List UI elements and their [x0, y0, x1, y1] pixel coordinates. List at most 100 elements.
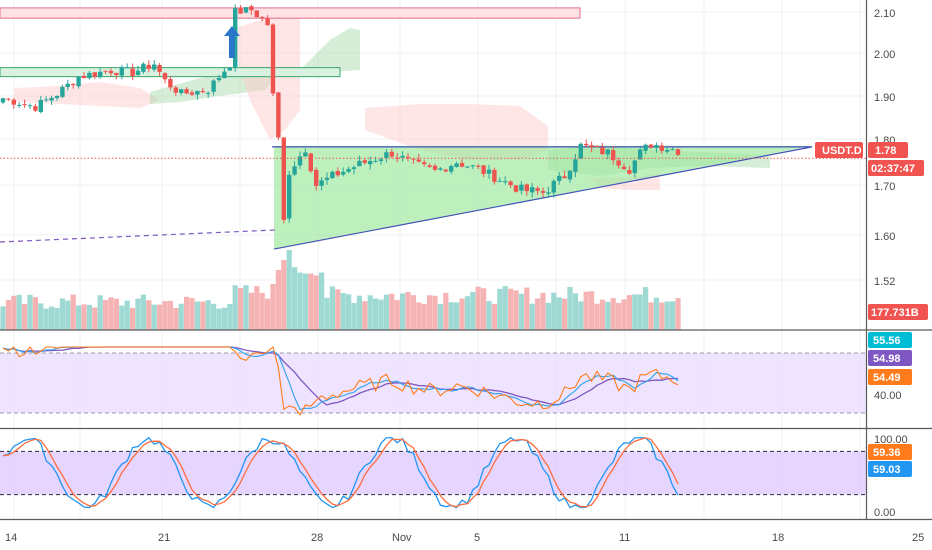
volume-bar: [97, 295, 103, 330]
candle-body: [616, 160, 621, 166]
candle-body: [60, 86, 65, 97]
volume-bar: [346, 294, 352, 330]
volume-bar: [324, 297, 330, 330]
volume-bar: [292, 267, 298, 330]
volume-bar: [5, 299, 11, 330]
candle-body: [432, 165, 438, 170]
volume-bar: [259, 292, 265, 330]
volume-bar: [491, 303, 497, 330]
candle: [227, 67, 232, 71]
candle-body: [665, 149, 670, 152]
rsi-line: [2, 346, 679, 416]
rsi-badge-ma: 54.98: [868, 350, 912, 366]
candle-body: [454, 163, 459, 167]
volume-bar: [675, 298, 681, 330]
candle: [351, 165, 357, 175]
volume-bar: [643, 287, 649, 330]
zones: [0, 7, 813, 250]
price-tick: 1.52: [874, 276, 895, 288]
candle: [270, 23, 276, 96]
volume-bar: [459, 298, 465, 330]
candle: [384, 149, 389, 163]
candle: [562, 170, 567, 179]
candle: [357, 155, 362, 167]
volume-bar: [27, 294, 33, 330]
time-tick: 14: [5, 532, 17, 544]
candle: [470, 164, 475, 170]
candle: [670, 147, 675, 151]
candle: [389, 148, 394, 159]
candle-body: [546, 192, 551, 194]
volume-bar: [22, 303, 28, 330]
candle-body: [125, 67, 130, 69]
candle: [44, 96, 49, 102]
volume-bar: [464, 296, 470, 330]
volume-bar: [605, 301, 611, 330]
stoch-badge-d: 59.36: [868, 444, 912, 460]
candle: [6, 98, 11, 102]
candle: [665, 145, 670, 154]
time-tick: 18: [772, 532, 784, 544]
volume-bar: [556, 297, 562, 330]
candle: [216, 74, 222, 83]
candle: [76, 76, 81, 89]
svg-text:55.56: 55.56: [873, 335, 901, 347]
candle-body: [481, 165, 486, 174]
candle-body: [675, 149, 681, 155]
volume-bar: [497, 288, 503, 330]
candle-body: [594, 145, 600, 147]
volume-bar: [518, 293, 524, 330]
candle-body: [254, 10, 259, 18]
candle: [427, 163, 432, 168]
candle: [481, 164, 486, 178]
candle-body: [135, 70, 141, 75]
candle: [65, 79, 70, 91]
candle: [152, 60, 157, 72]
stoch-tick: 0.00: [874, 507, 895, 519]
candle: [432, 163, 438, 172]
candle-body: [600, 147, 605, 155]
candle: [297, 151, 303, 170]
candle-body: [54, 95, 60, 99]
candle-body: [378, 159, 384, 162]
volume-bar: [92, 307, 98, 330]
volume-bar: [76, 305, 82, 330]
volume-bar: [232, 285, 238, 330]
volume-bar: [356, 295, 362, 330]
candle-body: [465, 166, 470, 168]
candle: [130, 63, 135, 81]
candle: [519, 181, 524, 195]
svg-text:59.36: 59.36: [873, 447, 901, 459]
candle: [11, 98, 16, 109]
volume-bar: [319, 272, 325, 330]
svg-text:54.49: 54.49: [873, 372, 901, 384]
price-tick: 1.60: [874, 231, 895, 243]
rsi-badge-value: 54.49: [868, 369, 912, 385]
stoch-panel: [0, 436, 866, 509]
candle-body: [206, 92, 211, 94]
candle-body: [351, 167, 357, 170]
candle-body: [476, 165, 481, 167]
candle-body: [395, 157, 400, 159]
svg-text:59.03: 59.03: [873, 464, 901, 476]
volume-bar: [43, 308, 49, 330]
time-tick: 11: [619, 532, 630, 544]
volume-bar: [140, 294, 146, 330]
candle: [557, 171, 562, 185]
candle: [38, 95, 43, 114]
candle-body: [146, 64, 151, 69]
volume-bar: [475, 286, 481, 330]
candle: [648, 143, 654, 149]
volume-bar: [0, 306, 6, 330]
stoch-band: [0, 451, 866, 495]
candle: [184, 87, 189, 94]
candle: [92, 72, 97, 79]
candle-body: [427, 165, 432, 167]
candle-body: [308, 153, 313, 172]
candle-body: [130, 68, 135, 76]
candle-body: [330, 171, 335, 179]
candle-body: [227, 67, 232, 71]
volume-bar: [448, 302, 454, 330]
candle-body: [297, 156, 303, 166]
resistance-zone: [0, 7, 581, 19]
